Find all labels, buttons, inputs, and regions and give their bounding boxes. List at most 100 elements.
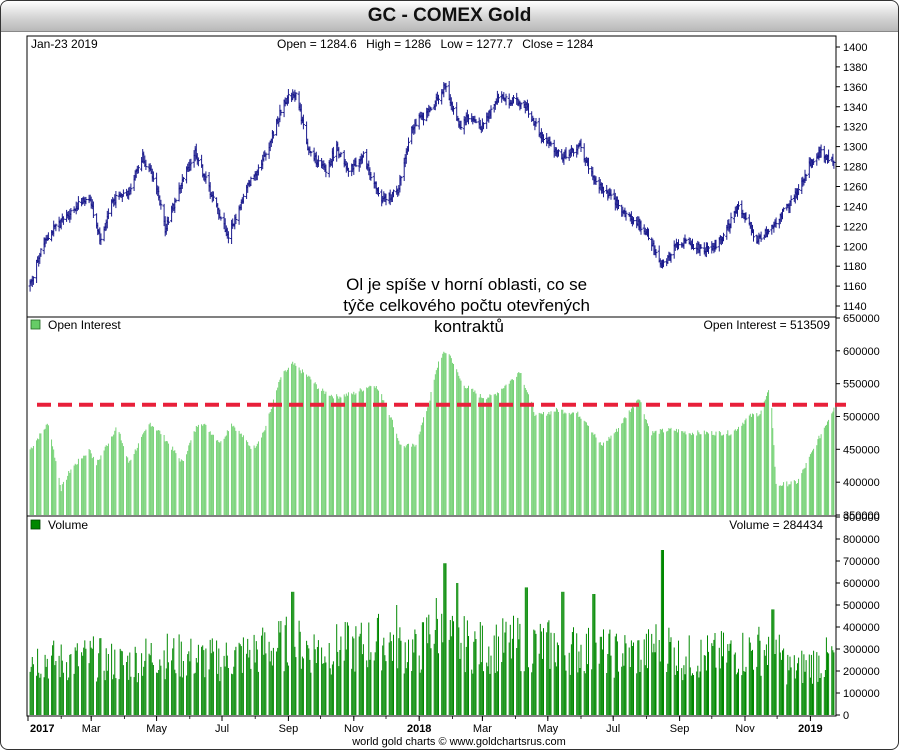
- ohlc-bar: [519, 102, 523, 109]
- ohlc-bar: [474, 119, 478, 124]
- ohlc-bar: [211, 191, 215, 202]
- ohlc-bar: [256, 164, 260, 176]
- ohlc-bar: [399, 176, 403, 186]
- price-axis-tick-label: 1180: [843, 261, 867, 273]
- ohlc-bar: [804, 173, 808, 181]
- ohlc-bar: [669, 253, 673, 263]
- x-axis-tick-label: Mar: [473, 723, 492, 735]
- ohlc-bar: [91, 201, 95, 218]
- open-label: Open: [277, 37, 306, 51]
- ohlc-bar: [121, 189, 125, 196]
- volume-axis-tick-label: 100000: [843, 688, 880, 700]
- ohlc-bar: [624, 210, 628, 221]
- open-interest-axis-tick-label: 650000: [843, 313, 880, 325]
- ohlc-bar: [166, 216, 170, 225]
- ohlc-bar: [617, 199, 620, 209]
- ohlc-bar: [76, 196, 80, 210]
- open-interest-axis-tick-label: 400000: [843, 477, 880, 489]
- ohlc-bar: [722, 232, 725, 242]
- ohlc-bar: [602, 186, 605, 198]
- ohlc-bar: [241, 193, 245, 204]
- ohlc-bar: [609, 189, 613, 200]
- ohlc-bar: [69, 208, 73, 220]
- x-axis-tick-label: 2019: [798, 723, 822, 735]
- close-value: 1284: [567, 37, 594, 51]
- ohlc-bar: [181, 176, 185, 182]
- x-axis: 2017 Mar May Jul Sep Nov 2018 Mar May Jul Sep Nov 20…: [27, 716, 823, 735]
- ohlc-bar: [346, 168, 350, 177]
- ohlc-bar: [264, 152, 268, 161]
- chart-title: GC - COMEX Gold: [1, 1, 898, 32]
- price-ohlc-bars: [28, 81, 836, 292]
- x-axis-tick-label: Jul: [606, 723, 620, 735]
- ohlc-bar: [151, 171, 155, 182]
- x-axis-tick-label: Sep: [279, 723, 299, 735]
- ohlc-bar: [226, 231, 230, 244]
- volume-axis-tick-label: 0: [843, 710, 849, 722]
- ohlc-bar: [39, 248, 43, 257]
- x-axis-tick-label: May: [537, 723, 558, 735]
- open-interest-legend-label: Open Interest: [48, 318, 121, 332]
- ohlc-bar: [429, 107, 433, 111]
- ohlc-bar: [744, 212, 748, 221]
- ohlc-bar: [512, 95, 515, 104]
- ohlc-bar: [46, 232, 50, 241]
- volume-readout: Volume = 284434: [729, 518, 823, 532]
- ohlc-bar: [422, 112, 425, 126]
- ohlc-bar: [129, 183, 133, 195]
- price-axis-tick-label: 1260: [843, 182, 867, 194]
- ohlc-bar: [114, 191, 118, 209]
- ohlc-bar: [819, 144, 823, 158]
- open-interest-bars: [29, 351, 835, 515]
- ohlc-bar: [377, 187, 380, 197]
- volume-axis-tick-label: 900000: [843, 512, 880, 524]
- price-readout: Open = 1284.6 High = 1286 Low = 1277.7 C…: [277, 37, 594, 51]
- ohlc-bar: [444, 82, 448, 93]
- price-date-label: Jan-23 2019: [31, 37, 98, 51]
- ohlc-bar: [812, 158, 816, 165]
- ohlc-bar: [467, 114, 470, 125]
- ohlc-bar: [699, 244, 703, 249]
- ohlc-bar: [572, 148, 575, 157]
- high-value: 1286: [404, 37, 431, 51]
- open-interest-axis-tick-label: 600000: [843, 346, 880, 358]
- ohlc-bar: [549, 141, 553, 147]
- ohlc-bar: [759, 231, 763, 242]
- close-label: Close: [522, 37, 553, 51]
- price-axis-tick-label: 1300: [843, 142, 867, 154]
- ohlc-bar: [767, 228, 771, 235]
- volume-axis-tick-label: 700000: [843, 556, 880, 568]
- price-axis-tick-label: 1240: [843, 201, 867, 213]
- x-axis-tick-label: Nov: [344, 723, 364, 735]
- ohlc-bar: [459, 120, 463, 130]
- ohlc-bar: [647, 228, 650, 241]
- ohlc-bar: [407, 137, 410, 152]
- price-panel: [26, 35, 837, 318]
- ohlc-bar: [392, 189, 395, 198]
- ohlc-bar: [832, 160, 836, 169]
- volume-axis-tick-label: 300000: [843, 644, 880, 656]
- x-axis-tick-label: 2018: [407, 723, 431, 735]
- ohlc-bar: [662, 259, 665, 268]
- ohlc-bar: [279, 109, 283, 116]
- x-axis-tick-label: May: [146, 723, 167, 735]
- ohlc-bar: [301, 114, 305, 130]
- volume-axis-tick-label: 600000: [843, 578, 880, 590]
- ohlc-bar: [414, 118, 418, 127]
- volume-bars: [29, 550, 835, 715]
- open-interest-axis-tick-label: 500000: [843, 412, 880, 424]
- ohlc-bar: [159, 199, 163, 210]
- ohlc-bar: [339, 151, 343, 156]
- ohlc-bar: [271, 131, 275, 139]
- ohlc-bar: [234, 213, 238, 224]
- ohlc-bar: [144, 159, 148, 170]
- ohlc-bar: [557, 149, 560, 157]
- x-axis-tick-label: Jul: [215, 723, 229, 735]
- open-interest-axis-tick-label: 350000: [843, 510, 880, 522]
- ohlc-bar: [737, 201, 740, 210]
- x-axis-tick-label: Sep: [670, 723, 690, 735]
- annotation-line-3: kontraktů: [434, 317, 504, 336]
- volume-axis-tick-label: 800000: [843, 534, 880, 546]
- ohlc-bar: [542, 134, 545, 144]
